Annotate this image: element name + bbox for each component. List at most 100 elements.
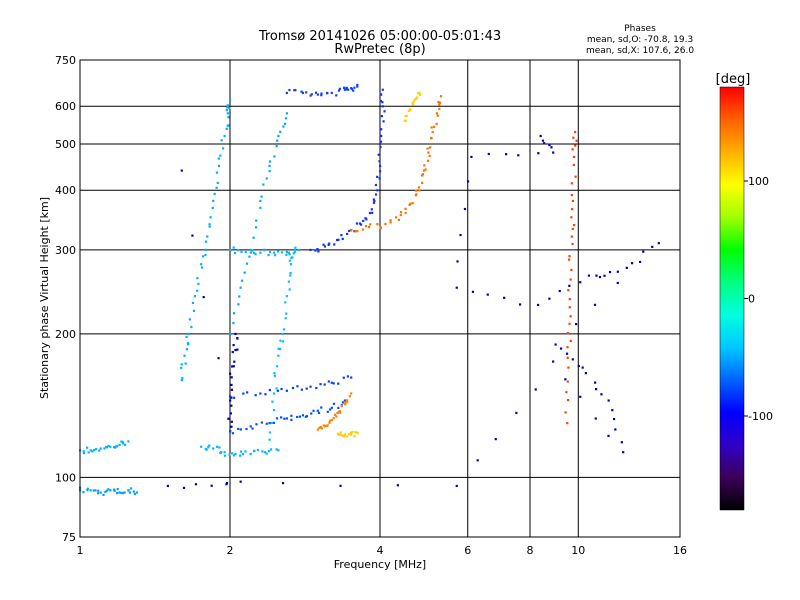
data-point [407, 109, 410, 113]
data-point [427, 151, 430, 154]
data-point [438, 101, 442, 104]
data-point [574, 144, 577, 147]
data-point [486, 293, 489, 296]
data-point [121, 440, 124, 444]
data-point [350, 87, 353, 91]
data-point [350, 376, 353, 379]
data-point [186, 342, 190, 345]
data-point [265, 177, 268, 180]
data-point [337, 406, 340, 410]
data-point [314, 249, 317, 252]
data-point [364, 224, 368, 228]
data-point [229, 248, 232, 252]
data-point [128, 491, 131, 494]
data-point [309, 94, 312, 97]
data-point [226, 104, 229, 107]
data-point [625, 266, 628, 269]
data-point [288, 288, 291, 291]
data-point [259, 199, 262, 203]
data-point [254, 226, 258, 229]
data-point [372, 201, 376, 204]
data-point [381, 101, 384, 104]
data-point [370, 208, 373, 211]
data-point [352, 89, 355, 92]
colorbar-ticks: 100 0 -100 [744, 175, 773, 423]
data-point [283, 122, 287, 125]
data-point [217, 357, 220, 360]
data-point [99, 447, 102, 450]
data-point [459, 233, 462, 237]
data-point [336, 238, 339, 242]
data-point [389, 221, 392, 224]
data-point [565, 391, 568, 394]
data-point [187, 332, 190, 336]
data-point [566, 346, 569, 349]
data-point [333, 243, 336, 246]
data-point [287, 251, 291, 254]
data-point [215, 186, 218, 189]
data-point [288, 253, 291, 256]
data-point [113, 489, 116, 492]
data-point [572, 136, 575, 139]
data-point [181, 377, 184, 380]
data-point [657, 242, 660, 245]
data-point [379, 99, 382, 103]
data-point [194, 483, 198, 486]
data-point [476, 459, 479, 462]
data-point [262, 183, 265, 186]
data-point [197, 282, 200, 285]
data-point [221, 147, 225, 150]
data-point [212, 447, 215, 450]
data-point [505, 153, 508, 156]
data-point [424, 168, 427, 171]
data-point [380, 93, 383, 96]
y-tick-label: 600 [55, 100, 76, 113]
data-point [291, 256, 294, 259]
data-point [277, 354, 280, 357]
data-point [378, 160, 381, 163]
data-point [348, 433, 351, 436]
data-point [322, 424, 325, 427]
data-point [326, 410, 329, 413]
data-point [373, 199, 376, 203]
plot-area [79, 59, 681, 538]
data-point [335, 415, 338, 418]
data-point [548, 143, 551, 147]
data-point [300, 90, 303, 93]
data-point [209, 216, 212, 219]
data-point [87, 451, 90, 454]
data-point [180, 169, 183, 172]
data-point [273, 374, 277, 377]
data-point [281, 340, 284, 343]
data-point [327, 380, 330, 383]
data-point [337, 238, 340, 241]
data-point [356, 230, 359, 233]
data-point [570, 268, 573, 272]
data-point [91, 450, 94, 453]
data-point [337, 382, 340, 385]
data-point [211, 206, 214, 210]
data-point [345, 86, 348, 89]
data-point [232, 343, 235, 347]
data-point [342, 376, 345, 379]
data-point [343, 399, 347, 402]
data-point [230, 383, 233, 387]
data-point [290, 414, 293, 417]
data-point [208, 225, 211, 228]
data-point [236, 348, 239, 351]
data-point [297, 248, 301, 252]
data-point [426, 147, 429, 150]
data-point [225, 108, 228, 112]
data-point [554, 343, 557, 346]
data-point [418, 189, 421, 192]
data-point [430, 136, 433, 140]
data-point [200, 266, 204, 269]
data-point [103, 447, 106, 450]
data-point [435, 112, 438, 115]
data-point [120, 491, 123, 495]
data-point [356, 83, 359, 87]
data-point [237, 303, 240, 306]
data-point [416, 96, 419, 99]
data-point [249, 425, 252, 428]
data-point [275, 365, 279, 368]
